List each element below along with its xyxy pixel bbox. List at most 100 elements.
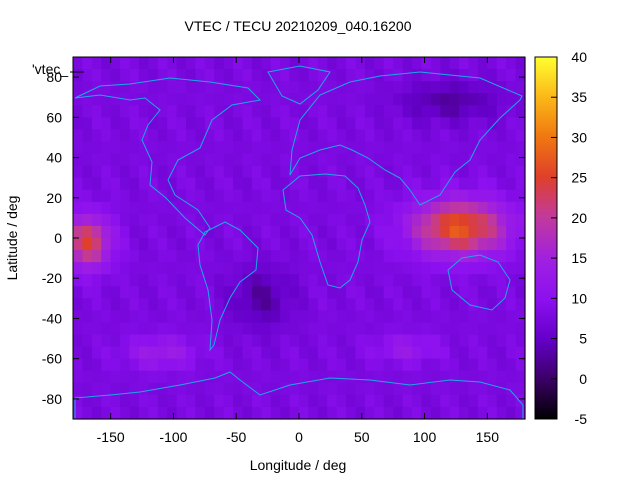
heat-cell <box>110 201 121 215</box>
heat-cell <box>214 129 225 143</box>
heat-cell <box>91 250 102 263</box>
heat-cell <box>506 153 517 167</box>
heat-cell <box>402 394 413 408</box>
heat-cell <box>261 274 272 287</box>
heat-cell <box>346 346 357 360</box>
heat-cell <box>299 177 310 191</box>
heat-cell <box>73 286 84 299</box>
heat-cell <box>336 382 347 396</box>
heat-cell <box>233 105 244 118</box>
heat-cell <box>459 153 470 167</box>
heat-cell <box>204 286 215 299</box>
heat-cell <box>242 334 253 348</box>
heat-cell <box>233 165 244 179</box>
heat-cell <box>73 262 84 275</box>
heat-cell <box>477 177 488 191</box>
heat-cell <box>440 93 451 106</box>
heat-cell <box>496 382 507 396</box>
heat-cell <box>308 69 319 82</box>
heat-cell <box>421 57 432 70</box>
heat-cell <box>138 334 149 348</box>
heat-cell <box>402 346 413 360</box>
heat-cell <box>214 57 225 70</box>
heat-cell <box>251 274 262 287</box>
heat-cell <box>223 394 234 408</box>
heat-cell <box>336 81 347 94</box>
heat-cell <box>242 57 253 70</box>
heat-cell <box>204 370 215 384</box>
heat-cell <box>176 189 187 203</box>
heat-cell <box>506 238 517 251</box>
heat-cell <box>336 177 347 191</box>
heat-cell <box>129 153 140 167</box>
heat-cell <box>364 262 375 275</box>
heat-cell <box>477 298 488 311</box>
heat-cell <box>186 334 197 348</box>
heat-cell <box>412 274 423 287</box>
heat-cell <box>204 225 215 239</box>
heat-cell <box>91 69 102 82</box>
heat-cell <box>336 153 347 167</box>
heat-cell <box>346 334 357 348</box>
heat-cell <box>449 274 460 287</box>
heat-cell <box>195 250 206 263</box>
heat-cell <box>270 105 281 118</box>
heat-cell <box>308 334 319 348</box>
heat-cell <box>82 153 93 167</box>
heat-cell <box>487 406 498 420</box>
heat-cell <box>421 189 432 203</box>
australia-coast <box>447 254 511 311</box>
heat-cell <box>270 382 281 396</box>
heat-cell <box>261 213 272 227</box>
heat-cell <box>148 129 159 143</box>
heat-cell <box>129 105 140 118</box>
heat-cell <box>110 346 121 360</box>
heat-cell <box>402 274 413 287</box>
heat-cell <box>148 406 159 420</box>
heat-cell <box>167 141 178 155</box>
heat-cell <box>270 346 281 360</box>
heat-cell <box>355 382 366 396</box>
heat-cell <box>412 370 423 384</box>
heat-cell <box>280 69 291 82</box>
heat-cell <box>270 298 281 311</box>
heat-cell <box>157 129 168 143</box>
heat-cell <box>110 225 121 239</box>
heat-cell <box>138 213 149 227</box>
heat-cell <box>129 213 140 227</box>
heat-cell <box>270 322 281 336</box>
heat-cell <box>148 394 159 408</box>
heat-cell <box>506 141 517 155</box>
heat-cell <box>148 57 159 70</box>
heat-cell <box>157 81 168 94</box>
heat-cell <box>280 238 291 251</box>
heat-cell <box>317 189 328 203</box>
heat-cell <box>393 153 404 167</box>
heat-cell <box>195 117 206 130</box>
heat-cell <box>223 93 234 106</box>
heat-cell <box>120 225 131 239</box>
heat-cell <box>270 334 281 348</box>
heat-cell <box>459 177 470 191</box>
heat-cell <box>261 189 272 203</box>
heat-cell <box>487 250 498 263</box>
heat-cell <box>506 346 517 360</box>
heat-cell <box>176 250 187 263</box>
heat-cell <box>477 105 488 118</box>
heat-cell <box>110 153 121 167</box>
heat-cell <box>270 286 281 299</box>
heat-cell <box>186 298 197 311</box>
heat-cell <box>73 334 84 348</box>
heat-cell <box>261 370 272 384</box>
heat-cell <box>487 394 498 408</box>
heat-cell <box>242 250 253 263</box>
heat-cell <box>176 298 187 311</box>
heat-cell <box>299 153 310 167</box>
heat-cell <box>468 117 479 130</box>
heat-cell <box>242 370 253 384</box>
heat-cell <box>506 334 517 348</box>
heat-cell <box>383 382 394 396</box>
heat-cell <box>421 165 432 179</box>
heat-cell <box>204 358 215 372</box>
antarctica-coast <box>74 371 524 419</box>
